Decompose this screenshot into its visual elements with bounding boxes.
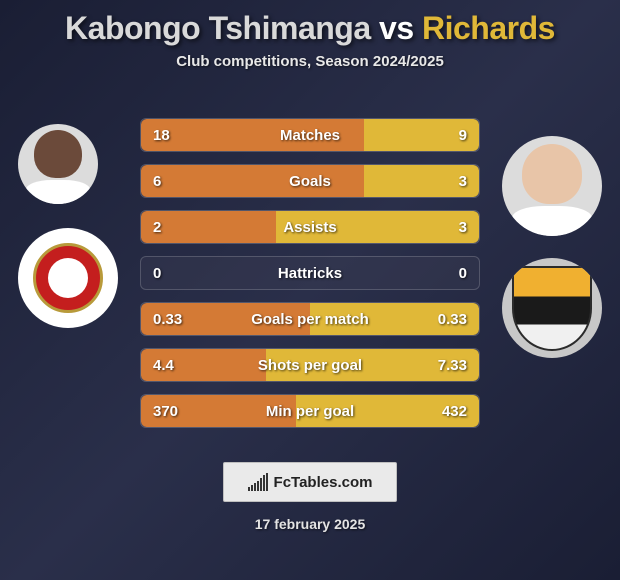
brand-watermark: FcTables.com <box>223 462 397 502</box>
stat-row: 2Assists3 <box>140 210 480 244</box>
player1-name: Kabongo Tshimanga <box>65 10 371 46</box>
brand-bar <box>251 485 253 491</box>
player2-value: 432 <box>423 403 467 420</box>
player2-value: 3 <box>423 219 467 236</box>
player2-shirt <box>512 206 592 236</box>
brand-text: FcTables.com <box>274 474 373 491</box>
generated-date: 17 february 2025 <box>0 516 620 532</box>
stat-rows: 18Matches9 6Goals3 2Assists3 0Hattricks0 0.3… <box>140 118 480 440</box>
stat-row: 4.4Shots per goal7.33 <box>140 348 480 382</box>
vs-label: vs <box>379 10 414 46</box>
brand-bars-icon <box>248 473 268 491</box>
brand-bar <box>266 473 268 491</box>
player2-value: 9 <box>423 127 467 144</box>
comparison-title: Kabongo Tshimanga vs Richards <box>0 0 620 47</box>
player2-value: 3 <box>423 173 467 190</box>
player2-name: Richards <box>422 10 555 46</box>
stat-row: 6Goals3 <box>140 164 480 198</box>
player1-shirt <box>26 180 90 204</box>
brand-bar <box>263 475 265 491</box>
stat-row: 18Matches9 <box>140 118 480 152</box>
player2-avatar <box>502 136 602 236</box>
player1-head-silhouette <box>34 130 82 178</box>
player1-avatar <box>18 124 98 204</box>
player2-value: 7.33 <box>423 357 467 374</box>
brand-bar <box>248 487 250 491</box>
player2-value: 0.33 <box>423 311 467 328</box>
player1-club-crest <box>18 228 118 328</box>
stat-row: 0Hattricks0 <box>140 256 480 290</box>
stat-row: 370Min per goal432 <box>140 394 480 428</box>
player2-head-silhouette <box>522 144 582 204</box>
brand-bar <box>260 478 262 491</box>
brand-bar <box>254 483 256 491</box>
player2-value: 0 <box>423 265 467 282</box>
swindon-crest-icon <box>33 243 103 313</box>
port-vale-crest-icon <box>512 266 592 351</box>
stat-row: 0.33Goals per match0.33 <box>140 302 480 336</box>
brand-bar <box>257 481 259 491</box>
season-subtitle: Club competitions, Season 2024/2025 <box>0 53 620 70</box>
player2-club-crest <box>502 258 602 358</box>
